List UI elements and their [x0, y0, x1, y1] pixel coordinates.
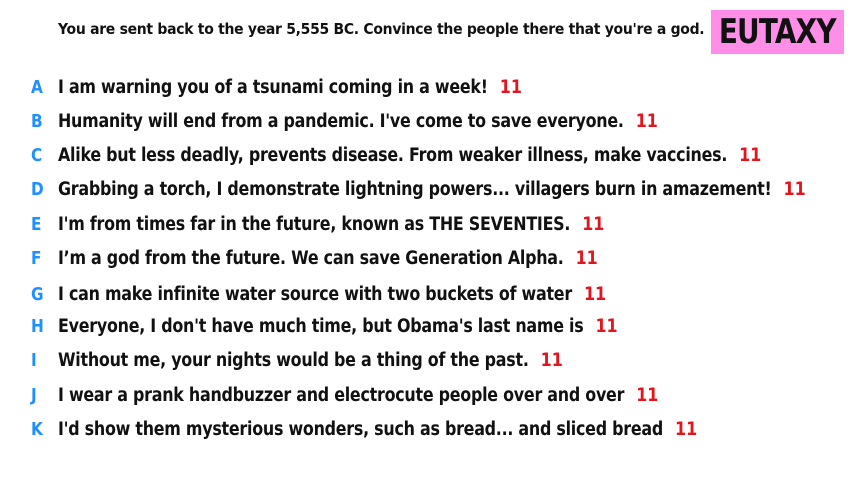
answer-letter: D — [31, 178, 44, 200]
answer-letter: J — [31, 384, 37, 406]
answer-text: Without me, your nights would be a thing… — [58, 349, 529, 371]
answer-text: Humanity will end from a pandemic. I've … — [58, 110, 624, 132]
prompt-text: You are sent back to the year 5,555 BC. … — [58, 20, 705, 38]
answer-letter: A — [31, 76, 43, 98]
answer-score: 11 — [595, 315, 618, 337]
answer-letter: I — [31, 349, 37, 371]
answer-letter: E — [31, 213, 42, 235]
answer-score: 11 — [499, 76, 522, 98]
answer-text: I wear a prank handbuzzer and electrocut… — [58, 384, 625, 406]
answer-letter: F — [31, 247, 42, 269]
answer-text: I’m a god from the future. We can save G… — [58, 247, 564, 269]
logo: EUTAXY — [711, 10, 844, 54]
answer-score: 11 — [582, 213, 605, 235]
answer-score: 11 — [635, 110, 658, 132]
answer-text: I'm from times far in the future, known … — [58, 213, 571, 235]
answer-text: Alike but less deadly, prevents disease.… — [58, 144, 728, 166]
answer-score: 11 — [540, 349, 563, 371]
answer-text: Everyone, I don't have much time, but Ob… — [58, 315, 584, 337]
answer-text: I am warning you of a tsunami coming in … — [58, 76, 488, 98]
answer-letter: C — [31, 144, 43, 166]
answer-letter: K — [31, 418, 43, 440]
logo-text: EUTAXY — [719, 12, 837, 52]
answer-letter: G — [31, 283, 44, 305]
answer-text: I can make infinite water source with tw… — [58, 283, 572, 305]
answer-score: 11 — [675, 418, 698, 440]
answer-score: 11 — [739, 144, 762, 166]
answer-letter: B — [31, 110, 43, 132]
answer-score: 11 — [636, 384, 659, 406]
answer-text: Grabbing a torch, I demonstrate lightnin… — [58, 178, 772, 200]
answer-score: 11 — [583, 283, 607, 305]
answer-score: 11 — [575, 247, 598, 269]
answer-letter: H — [31, 315, 44, 337]
answer-score: 11 — [783, 178, 806, 200]
answer-text: I'd show them mysterious wonders, such a… — [58, 418, 663, 440]
